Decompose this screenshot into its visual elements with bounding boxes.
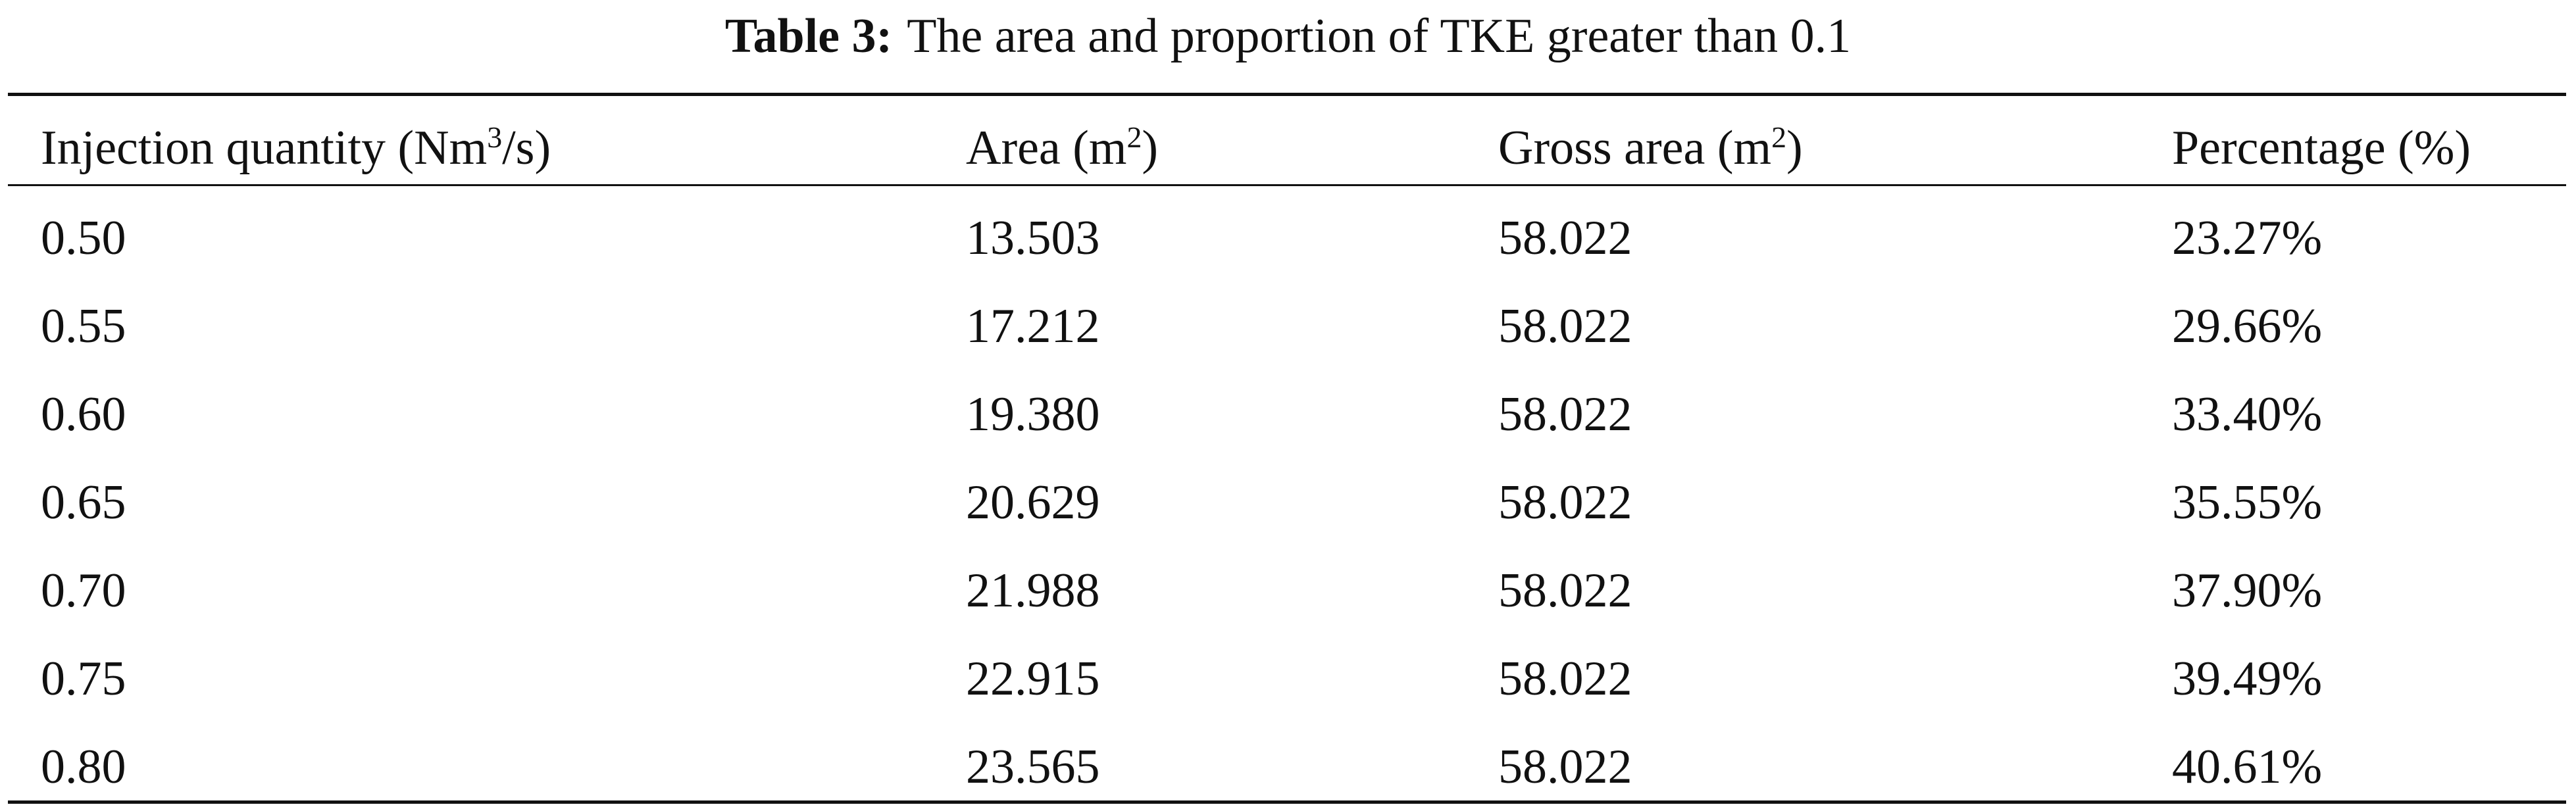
header-text-tail: ) [1142, 121, 1159, 175]
top-rule [8, 93, 2566, 96]
table-cell: 0.70 [41, 564, 126, 618]
table-cell: 58.022 [1498, 740, 1632, 794]
table-cell: 39.49% [2172, 652, 2323, 706]
table-cell: 19.380 [966, 387, 1100, 441]
header-text: Percentage (%) [2172, 121, 2471, 175]
table-cell: 0.65 [41, 476, 126, 529]
table-cell: 58.022 [1498, 564, 1632, 618]
header-cell: Injection quantity (Nm3/s) [41, 121, 551, 175]
header-superscript: 2 [1126, 120, 1142, 154]
table-cell: 58.022 [1498, 211, 1632, 265]
table-cell: 0.75 [41, 652, 126, 706]
header-superscript: 3 [487, 120, 503, 154]
table-cell: 37.90% [2172, 564, 2323, 618]
table-cell: 23.27% [2172, 211, 2323, 265]
header-text: Area (m [966, 121, 1127, 175]
header-cell: Gross area (m2) [1498, 121, 1803, 175]
table-cell: 20.629 [966, 476, 1100, 529]
table-cell: 0.80 [41, 740, 126, 794]
table-cell: 0.60 [41, 387, 126, 441]
bottom-rule [8, 800, 2566, 804]
table-cell: 0.50 [41, 211, 126, 265]
header-text: Gross area (m [1498, 121, 1772, 175]
header-text-tail: ) [1786, 121, 1803, 175]
header-cell: Percentage (%) [2172, 124, 2471, 172]
table-cell: 17.212 [966, 299, 1100, 353]
table-cell: 58.022 [1498, 299, 1632, 353]
table-cell: 13.503 [966, 211, 1100, 265]
table-cell: 58.022 [1498, 652, 1632, 706]
header-text-tail: /s) [502, 121, 551, 175]
table-cell: 29.66% [2172, 299, 2323, 353]
header-rule [8, 184, 2566, 186]
table-cell: 40.61% [2172, 740, 2323, 794]
caption-label: Table 3: [724, 9, 893, 63]
table-cell: 0.55 [41, 299, 126, 353]
table-cell: 33.40% [2172, 387, 2323, 441]
table-caption: Table 3: The area and proportion of TKE g… [0, 12, 2576, 61]
header-cell: Area (m2) [966, 121, 1159, 175]
table-cell: 58.022 [1498, 387, 1632, 441]
table-cell: 22.915 [966, 652, 1100, 706]
header-superscript: 2 [1771, 120, 1786, 154]
table-cell: 58.022 [1498, 476, 1632, 529]
header-text: Injection quantity (Nm [41, 121, 488, 175]
table-cell: 23.565 [966, 740, 1100, 794]
caption-text: The area and proportion of TKE greater t… [907, 9, 1852, 63]
table-cell: 21.988 [966, 564, 1100, 618]
table-cell: 35.55% [2172, 476, 2323, 529]
